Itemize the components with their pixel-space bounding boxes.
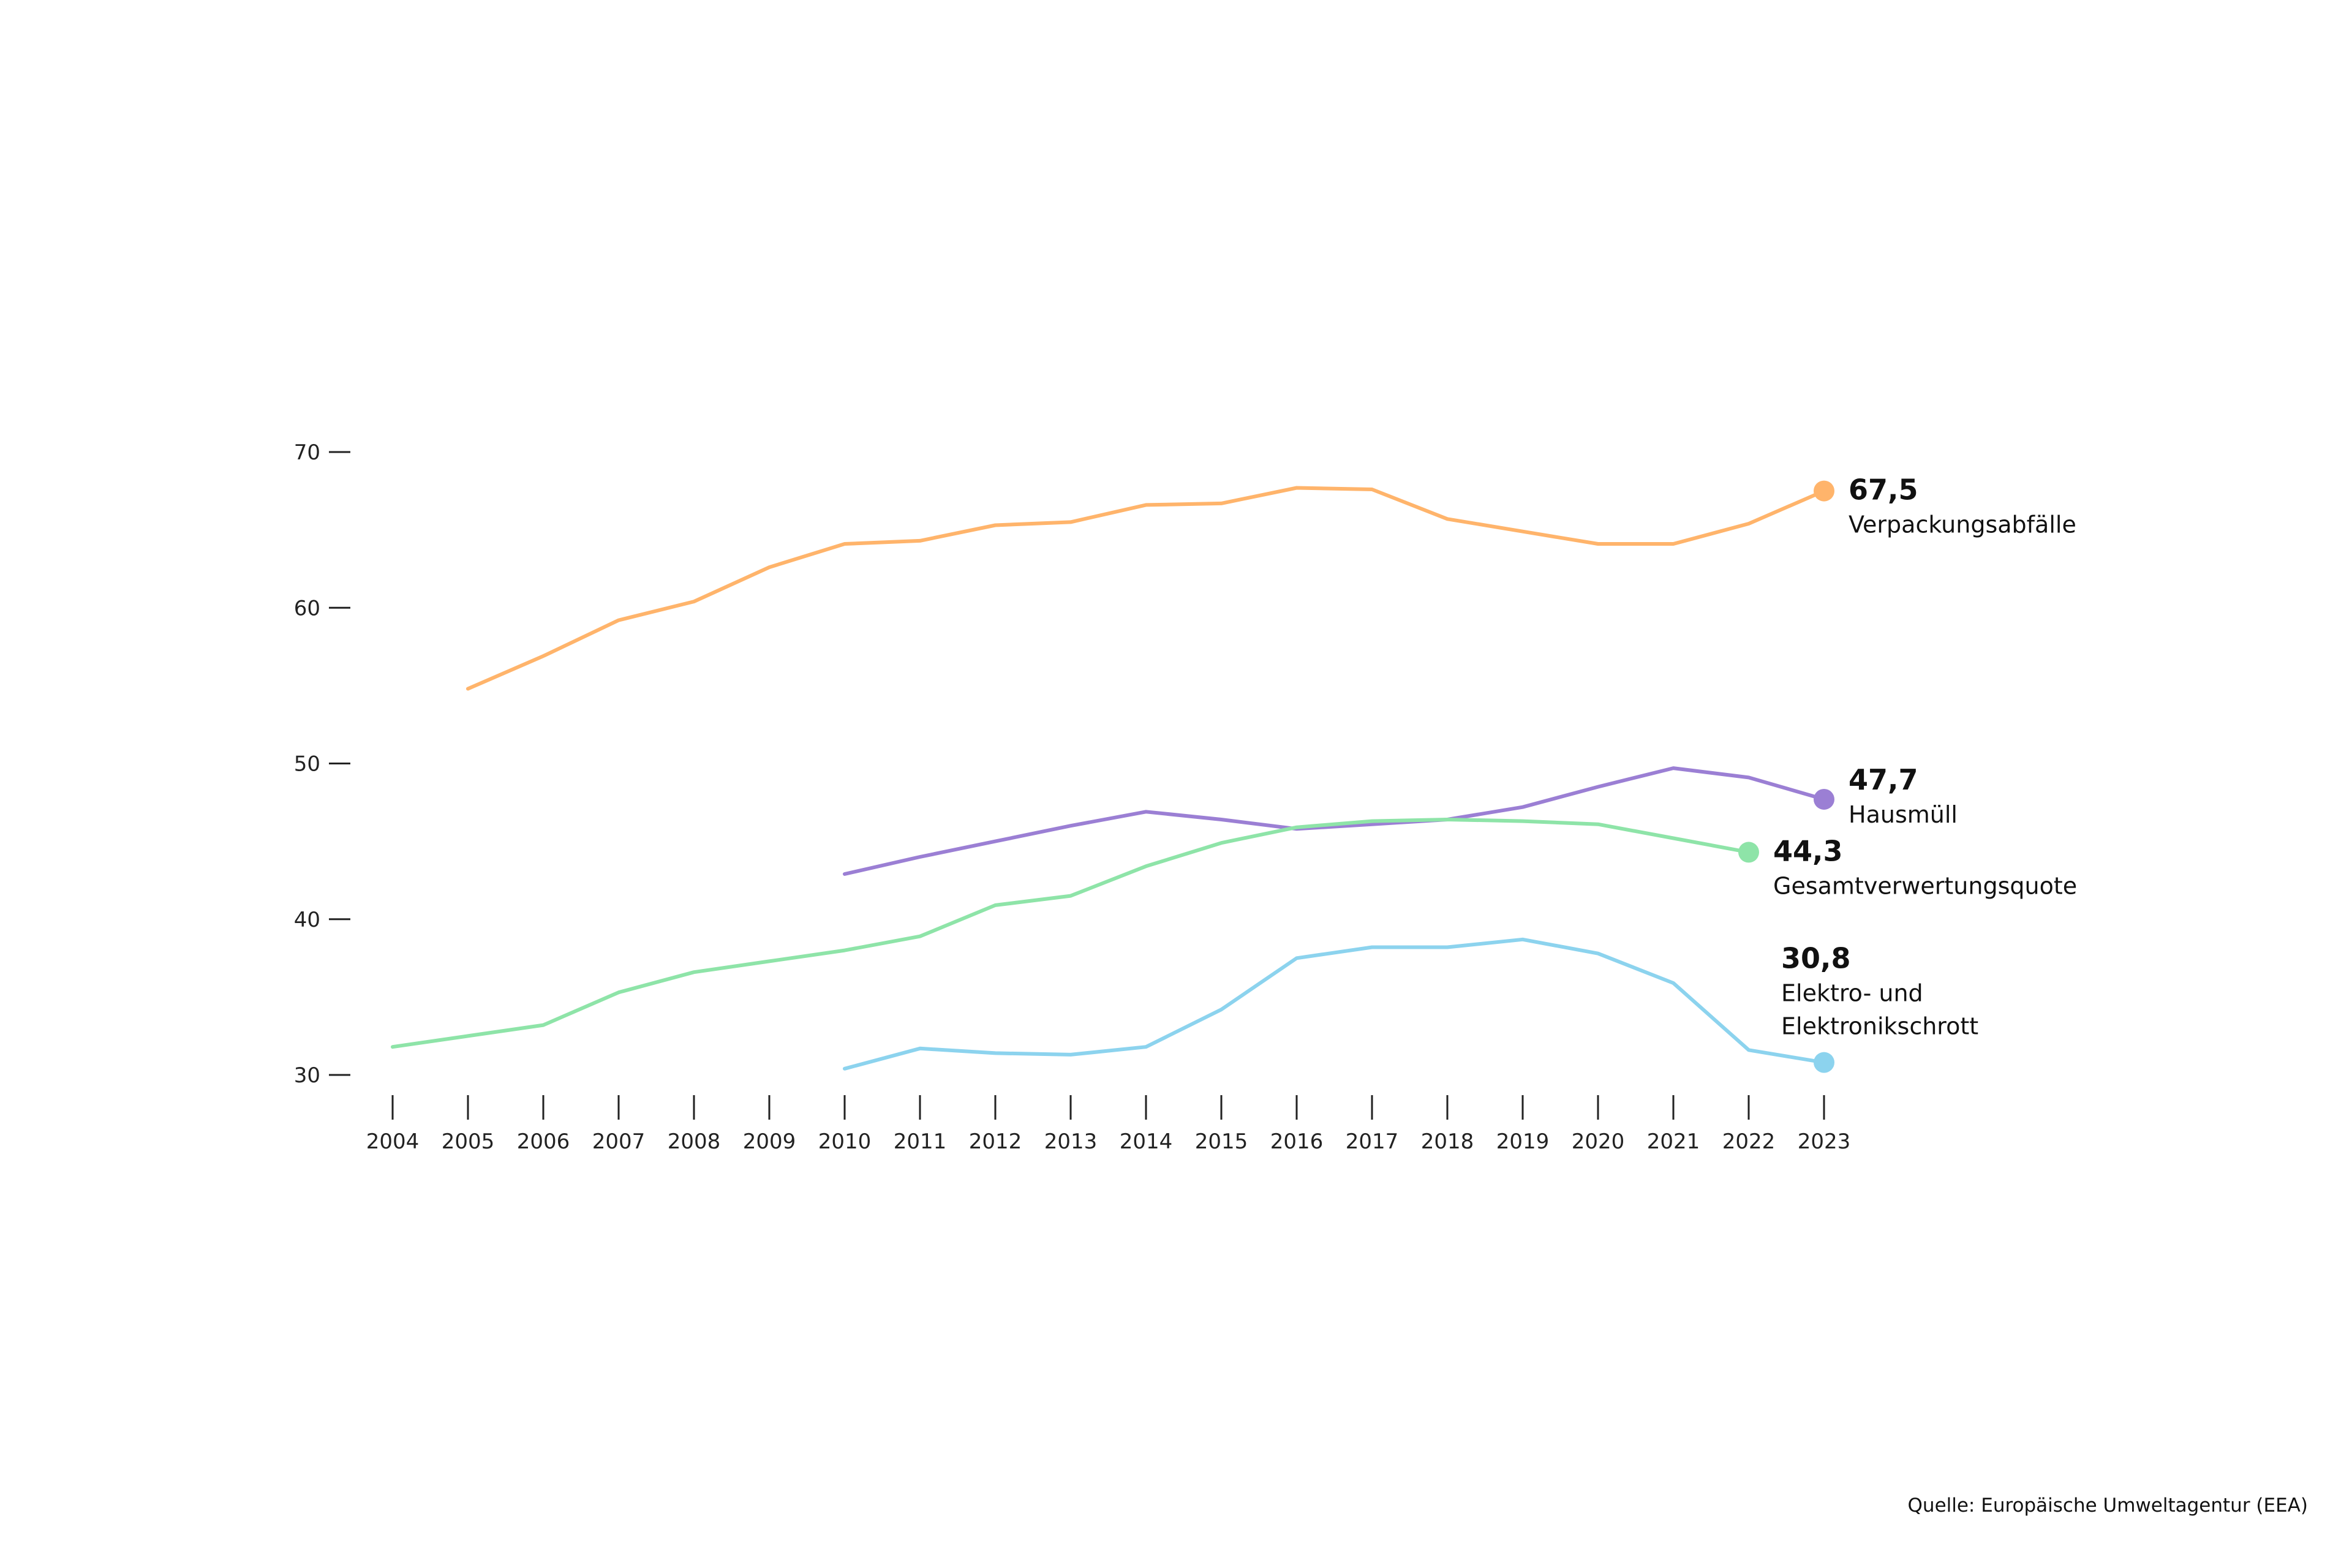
y-tick-label: 60 <box>294 596 320 620</box>
series-line-4 <box>843 937 1826 1071</box>
y-tick-label: 50 <box>294 752 320 777</box>
series-end-dot-1 <box>1814 480 1834 502</box>
x-tick-label: 2015 <box>1195 1129 1248 1154</box>
y-tick-label: 70 <box>294 440 320 465</box>
x-tick-label: 2004 <box>366 1129 420 1154</box>
x-tick-label: 2016 <box>1270 1129 1324 1154</box>
x-tick-label: 2023 <box>1798 1129 1851 1154</box>
x-tick-label: 2006 <box>517 1129 570 1154</box>
series-lines <box>391 486 1826 1071</box>
series-end-dot-3 <box>1738 842 1759 863</box>
series-end-value-1: 67,5 <box>1849 473 1918 507</box>
x-tick-label: 2008 <box>668 1129 721 1154</box>
x-tick-label: 2021 <box>1647 1129 1700 1154</box>
series-end-value-4: 30,8 <box>1781 942 1851 975</box>
x-tick-label: 2011 <box>894 1129 947 1154</box>
x-tick-label: 2009 <box>743 1129 796 1154</box>
series-line-3 <box>391 818 1751 1049</box>
x-tick-label: 2020 <box>1572 1129 1625 1154</box>
series-end-dot-2 <box>1814 788 1834 810</box>
series-end-name-3: Gesamtverwertungsquote <box>1773 872 2077 899</box>
x-tick-label: 2017 <box>1346 1129 1399 1154</box>
x-tick-label: 2005 <box>442 1129 495 1154</box>
series-end-value-3: 44,3 <box>1773 834 1843 867</box>
series-line-1 <box>466 486 1826 691</box>
series-end-name-1: Verpackungsabfälle <box>1849 511 2076 538</box>
series-line-2 <box>843 766 1826 876</box>
x-tick-label: 2019 <box>1496 1129 1550 1154</box>
series-end-markers <box>1738 480 1834 1073</box>
series-end-name-4: Elektro- und <box>1781 980 1923 1007</box>
x-tick-label: 2010 <box>818 1129 872 1154</box>
x-tick-label: 2014 <box>1120 1129 1173 1154</box>
series-end-name-2: Hausmüll <box>1849 801 1958 828</box>
x-tick-label: 2022 <box>1722 1129 1776 1154</box>
x-axis: 2004 2005 2006 2007 2008 2009 2010 2011 2012 2013… <box>366 1095 1851 1154</box>
x-tick-label: 2018 <box>1421 1129 1474 1154</box>
series-end-name-4: Elektronikschrott <box>1781 1013 1978 1040</box>
x-tick-label: 2007 <box>592 1129 646 1154</box>
y-axis: 30 40 50 60 70 <box>294 440 350 1088</box>
y-tick-label: 40 <box>294 908 320 932</box>
series-end-value-2: 47,7 <box>1849 763 1918 796</box>
x-tick-label: 2012 <box>969 1129 1022 1154</box>
y-tick-label: 30 <box>294 1063 320 1088</box>
x-tick-label: 2013 <box>1044 1129 1098 1154</box>
source-note: Quelle: Europäische Umweltagentur (EEA) <box>1907 1494 2308 1517</box>
series-end-dot-4 <box>1814 1052 1834 1073</box>
